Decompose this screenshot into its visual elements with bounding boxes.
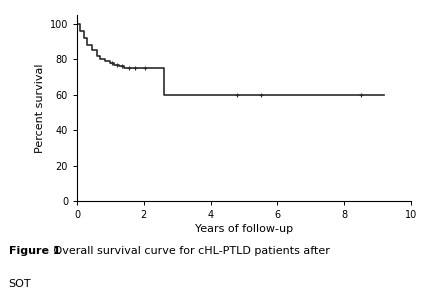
Text: Figure 1: Figure 1 xyxy=(9,246,60,256)
Text: Overall survival curve for cHL-PTLD patients after: Overall survival curve for cHL-PTLD pati… xyxy=(50,246,330,256)
Text: SOT: SOT xyxy=(9,279,31,289)
Y-axis label: Percent survival: Percent survival xyxy=(36,63,45,153)
X-axis label: Years of follow-up: Years of follow-up xyxy=(195,224,293,234)
